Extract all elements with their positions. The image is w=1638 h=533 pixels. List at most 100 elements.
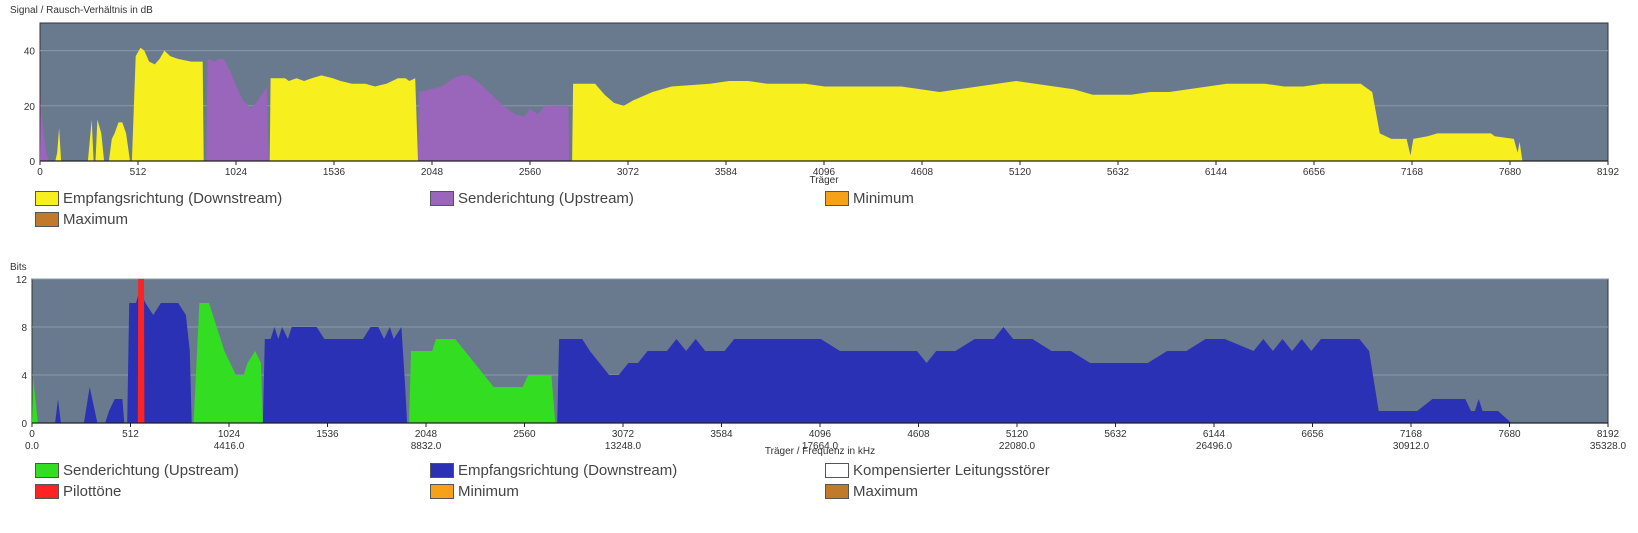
x-tick-label: 1024 (218, 429, 241, 440)
x-tick-label: 7168 (1401, 167, 1424, 178)
x-freq-label: 13248.0 (605, 441, 642, 452)
series-area-senderichtung-upstream- (40, 94, 49, 161)
series-area-senderichtung-upstream- (418, 75, 570, 161)
x-tick-label: 4096 (813, 167, 836, 178)
x-tick-label: 6144 (1205, 167, 1228, 178)
x-tick-label: 1024 (225, 167, 248, 178)
x-tick-label: 0 (29, 429, 35, 440)
x-freq-label: 8832.0 (411, 441, 442, 452)
series-area-empfangsrichtung-downstream- (557, 327, 1512, 423)
x-tick-label: 2048 (421, 167, 444, 178)
legend-item[interactable]: Maximum (35, 211, 128, 228)
series-area-empfangsrichtung-downstream- (262, 327, 408, 423)
legend-item[interactable]: Empfangsrichtung (Downstream) (35, 190, 282, 207)
x-tick-label: 512 (130, 167, 147, 178)
x-tick-label: 8192 (1597, 429, 1620, 440)
x-axis-label: Träger (809, 175, 839, 186)
legend-label: Empfangsrichtung (Downstream) (63, 190, 283, 207)
series-area-senderichtung-upstream- (206, 58, 269, 161)
x-freq-label: 4416.0 (214, 441, 245, 452)
series-area-empfangsrichtung-downstream- (127, 291, 192, 423)
y-tick-label: 0 (21, 419, 27, 430)
legend-item[interactable]: Senderichtung (Upstream) (430, 190, 634, 207)
x-tick-label: 1536 (323, 167, 346, 178)
x-tick-label: 4608 (907, 429, 930, 440)
series-area-empfangsrichtung-downstream- (105, 399, 125, 423)
x-tick-label: 4096 (809, 429, 832, 440)
legend-swatch (35, 463, 59, 478)
y-tick-label: 8 (21, 323, 27, 334)
series-area-pilott-ne (137, 279, 145, 423)
x-tick-label: 6656 (1303, 167, 1326, 178)
legend-label: Kompensierter Leitungsstörer (853, 462, 1050, 479)
x-tick-label: 8192 (1597, 167, 1620, 178)
y-tick-label: 4 (21, 371, 27, 382)
series-area-senderichtung-upstream- (193, 303, 263, 423)
legend-item[interactable]: Minimum (430, 483, 519, 500)
legend-label: Senderichtung (Upstream) (63, 462, 239, 479)
x-freq-label: 0.0 (25, 441, 39, 452)
series-area-empfangsrichtung-downstream- (108, 122, 130, 161)
x-freq-label: 35328.0 (1590, 441, 1627, 452)
x-tick-label: 7168 (1400, 429, 1423, 440)
legend-swatch (35, 484, 59, 499)
x-tick-label: 3072 (617, 167, 640, 178)
chart-title: Signal / Rausch-Verhältnis in dB (10, 5, 153, 16)
chart-title: Bits (10, 262, 27, 273)
x-tick-label: 5632 (1107, 167, 1130, 178)
series-area-senderichtung-upstream- (32, 375, 38, 423)
legend-item[interactable]: Pilottöne (35, 483, 121, 500)
legend-swatch (430, 463, 454, 478)
x-tick-label: 3584 (715, 167, 738, 178)
x-tick-label: 2560 (519, 167, 542, 178)
x-freq-label: 17664.0 (802, 441, 839, 452)
x-freq-label: 22080.0 (999, 441, 1036, 452)
x-tick-label: 0 (37, 167, 43, 178)
legend-swatch (430, 484, 454, 499)
legend-label: Minimum (853, 190, 914, 207)
series-area-empfangsrichtung-downstream- (55, 127, 62, 161)
x-tick-label: 5120 (1006, 429, 1029, 440)
x-tick-label: 5120 (1009, 167, 1032, 178)
x-tick-label: 1536 (316, 429, 339, 440)
legend-swatch (430, 191, 454, 206)
y-tick-label: 0 (29, 157, 35, 168)
legend-label: Pilottöne (63, 483, 122, 500)
legend-item[interactable]: Senderichtung (Upstream) (35, 462, 239, 479)
legend-label: Maximum (63, 211, 129, 228)
legend-swatch (35, 212, 59, 227)
legend-swatch (825, 484, 849, 499)
legend-label: Empfangsrichtung (Downstream) (458, 462, 678, 479)
series-area-empfangsrichtung-downstream- (55, 399, 61, 423)
series-area-empfangsrichtung-downstream- (131, 47, 204, 161)
series-area-empfangsrichtung-downstream- (269, 75, 418, 161)
legend-item[interactable]: Kompensierter Leitungsstörer (825, 462, 1050, 479)
y-tick-label: 40 (24, 47, 36, 58)
x-freq-label: 30912.0 (1393, 441, 1430, 452)
x-axis-label: Träger / Frequenz in kHz (765, 446, 875, 457)
legend-swatch (825, 463, 849, 478)
legend-label: Senderichtung (Upstream) (458, 190, 634, 207)
legend-item[interactable]: Maximum (825, 483, 918, 500)
legend-label: Maximum (853, 483, 919, 500)
series-area-empfangsrichtung-downstream- (87, 119, 94, 161)
series-area-empfangsrichtung-downstream- (572, 81, 1523, 161)
x-tick-label: 2048 (415, 429, 438, 440)
x-tick-label: 3584 (710, 429, 733, 440)
x-tick-label: 5632 (1104, 429, 1127, 440)
x-tick-label: 3072 (612, 429, 635, 440)
y-tick-label: 12 (16, 275, 28, 286)
x-tick-label: 7680 (1499, 167, 1522, 178)
x-tick-label: 2560 (513, 429, 536, 440)
series-area-senderichtung-upstream- (409, 339, 556, 423)
x-tick-label: 4608 (911, 167, 934, 178)
series-area-empfangsrichtung-downstream- (95, 119, 105, 161)
legend-swatch (825, 191, 849, 206)
x-tick-label: 6656 (1301, 429, 1324, 440)
legend-item[interactable]: Empfangsrichtung (Downstream) (430, 462, 677, 479)
x-tick-label: 512 (122, 429, 139, 440)
legend-swatch (35, 191, 59, 206)
legend-item[interactable]: Minimum (825, 190, 914, 207)
